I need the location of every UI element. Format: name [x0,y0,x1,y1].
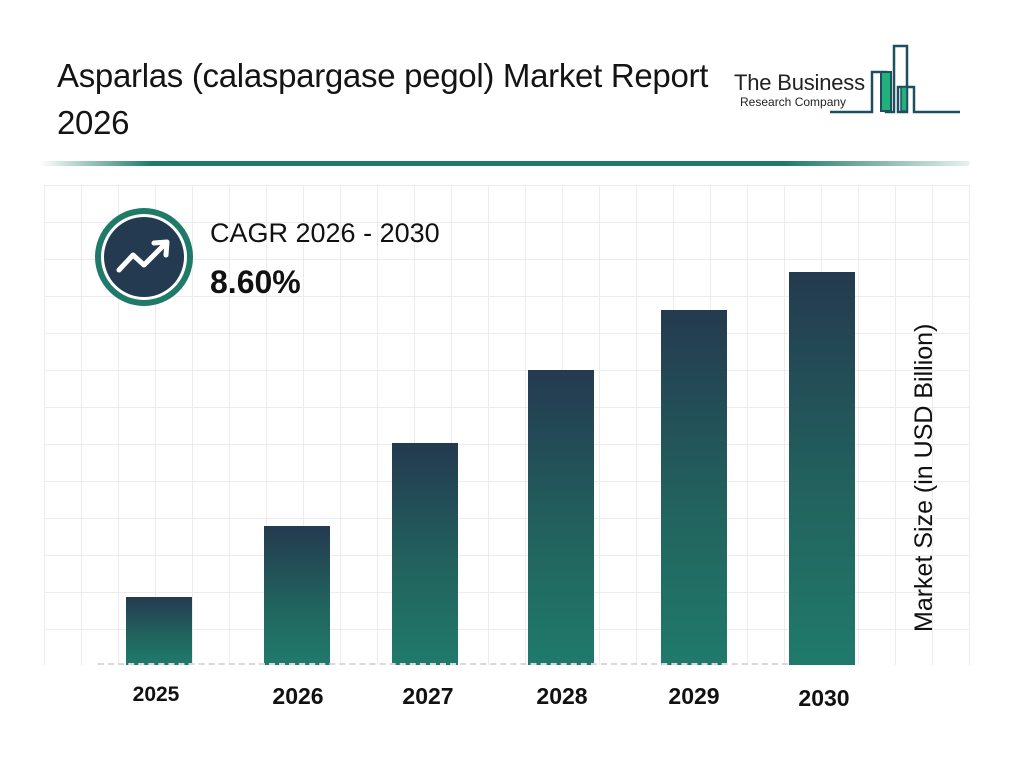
x-label-2028: 2028 [536,683,588,709]
logo-text-secondary: Research Company [740,95,847,109]
x-label-2027: 2027 [402,683,454,709]
x-label-2030: 2030 [798,685,850,711]
bar-2027 [392,443,458,665]
company-logo: The Business Research Company [730,42,965,117]
logo-text-primary: The Business [734,70,865,95]
cagr-label: CAGR 2026 - 2030 [210,218,440,248]
bar-2026 [264,526,330,665]
page-title: Asparlas (calaspargase pegol) Market Rep… [57,57,709,141]
skyline-logo-icon [830,44,960,114]
header-divider [40,161,970,166]
trending-up-icon [92,205,196,309]
bar-2030 [789,272,855,665]
x-label-2029: 2029 [668,683,720,709]
x-label-2026: 2026 [272,683,324,709]
bar-2025 [126,597,192,665]
bar-2028 [528,370,594,665]
x-label-2025: 2025 [132,683,180,706]
y-axis-label: Market Size (in USD Billion) [910,323,938,632]
bar-2029 [661,310,727,665]
x-axis-baseline [98,663,788,665]
cagr-value: 8.60% [210,264,301,300]
